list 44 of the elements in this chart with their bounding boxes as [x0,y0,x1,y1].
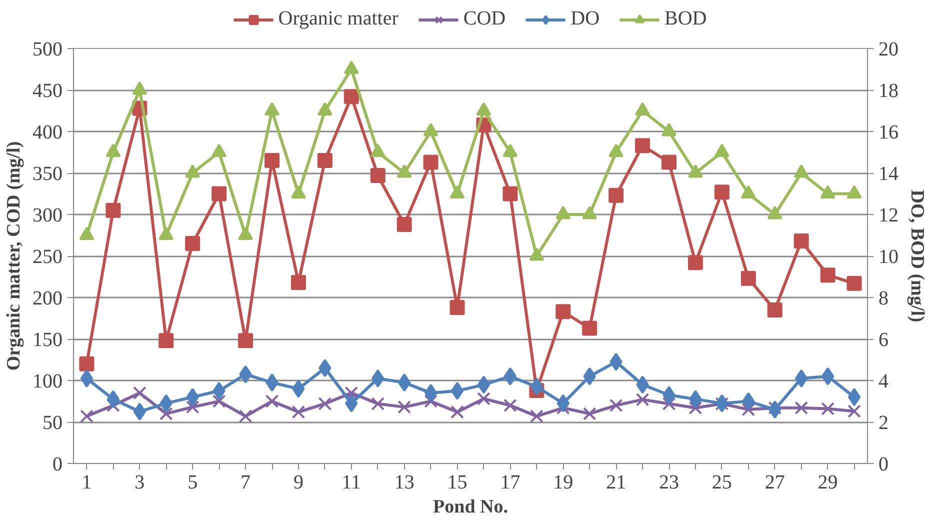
y2-tick-label: 18 [878,80,898,102]
y-tick-label: 100 [32,370,62,392]
legend-label: DO [570,8,600,30]
y-axis-title: Organic matter, COD (mg/l) [4,141,24,371]
x-tick-label: 21 [606,472,626,494]
y-tick-label: 450 [32,80,62,102]
y2-tick-label: 20 [878,38,898,60]
y-tick-label: 250 [32,246,62,268]
x-tick-label: 7 [240,472,251,494]
legend-label: Organic matter [278,8,398,30]
y-tick-label: 50 [42,412,62,434]
legend-label: COD [463,8,506,30]
x-tick-label: 9 [293,472,304,494]
y-tick-label: 300 [32,204,62,226]
x-tick-label: 29 [818,472,838,494]
y-tick-label: 0 [52,454,62,476]
x-tick-label: 27 [764,472,785,494]
y2-axis-title: DO, BOD (mg/l) [906,190,928,322]
x-tick-label: 23 [659,472,679,494]
y2-tick-label: 16 [878,122,898,144]
x-tick-label: 5 [188,472,198,494]
y-tick-label: 400 [32,122,62,144]
y2-tick-label: 4 [878,370,888,392]
legend-label: BOD [664,8,707,30]
y2-tick-label: 0 [878,454,888,476]
y2-tick-label: 6 [878,329,888,351]
y2-tick-label: 10 [878,246,898,268]
x-tick-label: 3 [134,472,145,494]
x-tick-label: 11 [342,472,362,494]
y-tick-label: 500 [32,38,62,60]
x-tick-label: 13 [394,472,414,494]
x-axis-title: Pond No. [433,496,508,518]
x-tick-label: 1 [82,472,92,494]
y2-tick-label: 14 [878,163,898,185]
y2-tick-label: 8 [878,288,888,310]
y-tick-label: 150 [32,329,62,351]
y2-tick-label: 12 [878,204,898,226]
x-tick-label: 25 [712,472,732,494]
y-tick-label: 350 [32,163,62,185]
y2-tick-label: 2 [878,412,888,434]
y-tick-label: 200 [32,288,62,310]
x-tick-label: 17 [500,472,520,494]
x-tick-label: 19 [553,472,574,494]
x-tick-label: 15 [447,472,468,494]
